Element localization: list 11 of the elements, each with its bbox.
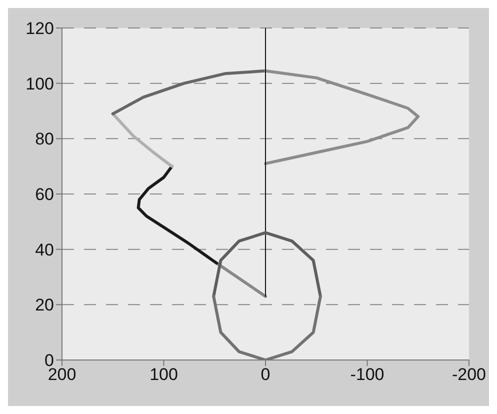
x-tick-label: 100: [150, 365, 178, 384]
x-tick-label: -100: [350, 365, 384, 384]
y-tick-label: 40: [35, 240, 54, 260]
x-tick-label: 200: [48, 365, 76, 384]
y-tick-label: 80: [35, 130, 54, 149]
y-tick-label: 120: [26, 19, 54, 38]
y-tick-label: 100: [26, 74, 54, 94]
y-tick-label: 20: [35, 296, 54, 315]
y-tick-label: 60: [35, 185, 54, 204]
x-tick-label: -200: [452, 365, 486, 384]
x-tick-label: 0: [260, 365, 270, 384]
